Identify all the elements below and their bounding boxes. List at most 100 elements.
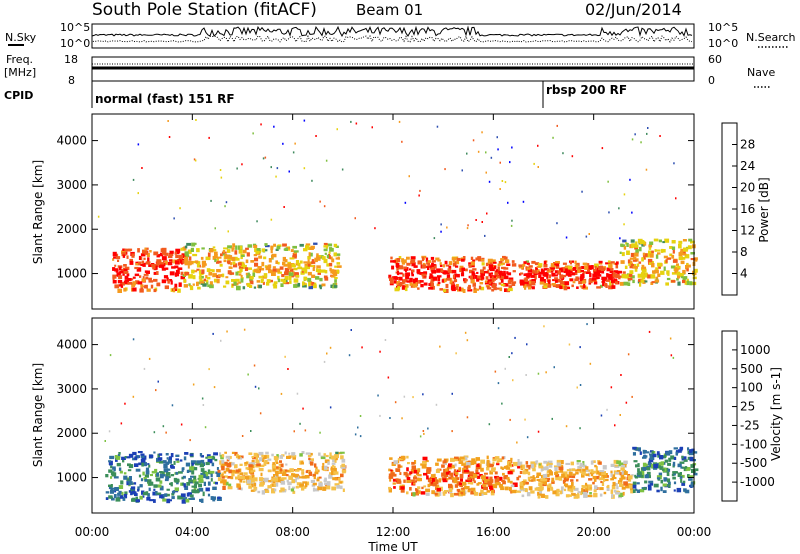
velocity-cell (113, 468, 116, 472)
power-cell (123, 287, 127, 292)
power-cell (228, 266, 232, 269)
power-cell (140, 253, 146, 257)
velocity-cell (151, 470, 157, 474)
power-cell (196, 263, 200, 268)
power-cell (247, 272, 250, 275)
velocity-cell (558, 466, 564, 471)
power-cell (494, 272, 499, 276)
power-cell (290, 249, 294, 252)
power-cell (487, 279, 492, 282)
power-cell (460, 272, 465, 277)
velocity-cell (668, 450, 673, 455)
velocity-cell (507, 478, 511, 483)
power-cell (611, 279, 616, 284)
velocity-cell (444, 459, 447, 464)
power-cell (294, 142, 296, 145)
velocity-cell (329, 472, 332, 475)
power-cell (312, 282, 317, 285)
velocity-cell (610, 472, 613, 477)
velocity-cell (592, 460, 596, 463)
velocity-cell (425, 460, 429, 463)
velocity-cell (166, 498, 171, 504)
power-cell (533, 162, 535, 165)
velocity-cell (221, 472, 224, 476)
power-cell (222, 250, 226, 253)
velocity-cell (605, 473, 608, 477)
power-cell (119, 270, 125, 274)
power-cell (452, 274, 455, 279)
power-cell (150, 284, 154, 289)
velocity-cell (327, 461, 330, 465)
power-cell (456, 273, 460, 278)
velocity-cell (448, 483, 453, 488)
power-cell (288, 170, 290, 173)
power-cell (445, 283, 449, 288)
power-cell (526, 280, 529, 285)
velocity-cell (573, 487, 579, 491)
power-cell (469, 269, 474, 274)
velocity-cell (118, 485, 124, 489)
power-cell (458, 286, 462, 291)
power-cell (132, 287, 137, 292)
velocity-cell (421, 486, 424, 490)
chart-title: South Pole Station (fitACF) (92, 0, 317, 20)
velocity-cell (156, 472, 159, 477)
power-cell (688, 238, 693, 242)
velocity-cell (653, 464, 658, 469)
power-cell (302, 285, 307, 288)
power-cell (450, 282, 454, 286)
power-cell (156, 282, 161, 287)
velocity-cell (481, 478, 484, 482)
velocity-cell (105, 474, 109, 478)
velocity-cell (451, 464, 456, 469)
power-cell (425, 257, 429, 262)
velocity-cell (189, 466, 194, 471)
velocity-cell (429, 481, 433, 486)
power-cell (303, 248, 308, 252)
velocity-cell (323, 360, 326, 363)
velocity-cell (299, 460, 302, 465)
velocity-cell (114, 487, 119, 491)
velocity-cell (294, 469, 300, 472)
velocity-cell (138, 474, 142, 478)
power-cell (496, 287, 500, 290)
power-cell (633, 256, 637, 259)
velocity-cell (435, 480, 439, 485)
power-cell (207, 269, 213, 272)
power-cell (511, 260, 515, 263)
power-cell (501, 272, 506, 277)
power-cell (208, 272, 213, 276)
power-cell (257, 250, 262, 254)
velocity-cell (318, 482, 323, 487)
velocity-cell (290, 488, 295, 492)
power-cell (307, 259, 310, 264)
power-cell (511, 219, 513, 222)
power-cell (552, 136, 554, 139)
velocity-cell (147, 493, 150, 497)
velocity-cell (556, 462, 561, 467)
power-cell (396, 258, 401, 263)
power-cell (468, 284, 471, 289)
velocity-cell (280, 480, 286, 485)
velocity-cell (604, 478, 609, 482)
velocity-cell (500, 466, 503, 470)
velocity-cell (571, 475, 576, 479)
velocity-cell (629, 488, 634, 491)
velocity-cell (681, 456, 687, 461)
power-cell (196, 248, 200, 253)
power-cell (461, 270, 464, 273)
velocity-cell (277, 466, 281, 469)
power-cell (232, 243, 236, 247)
velocity-cell (326, 352, 328, 355)
power-colorbar-tick-label: 12 (740, 224, 755, 238)
velocity-cell (224, 461, 228, 465)
velocity-cell (127, 469, 132, 472)
power-cell (500, 278, 504, 283)
power-cell (233, 281, 237, 286)
velocity-cell (580, 491, 583, 496)
velocity-cell (487, 483, 493, 487)
x-tick-label: 16:00 (476, 525, 511, 539)
velocity-cell (117, 454, 121, 458)
velocity-cell (128, 481, 133, 485)
velocity-cell (162, 460, 167, 464)
